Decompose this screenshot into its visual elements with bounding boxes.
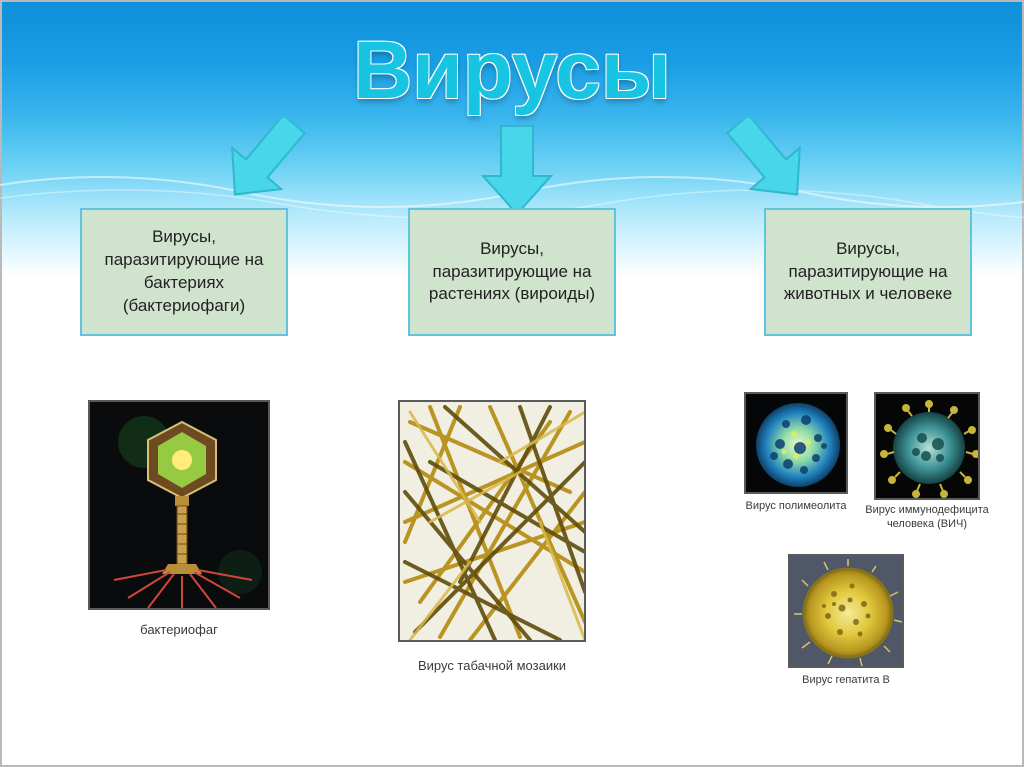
image-hiv (874, 392, 980, 500)
caption-hiv: Вирус иммунодефицита человека (ВИЧ) (842, 504, 1012, 532)
box-bacteria-text: Вирусы, паразитирующие на бактериях (бак… (92, 226, 276, 318)
caption-hepb: Вирус гепатита В (768, 674, 924, 688)
image-bacteriophage (88, 400, 270, 610)
box-animals-text: Вирусы, паразитирующие на животных и чел… (776, 238, 960, 307)
image-polio (744, 392, 848, 494)
box-plants: Вирусы, паразитирующие на растениях (вир… (408, 208, 616, 336)
image-hepb (788, 554, 904, 668)
slide-title: Вирусы (2, 24, 1022, 118)
slide-root: Вирусы Вирусы, паразитирующие на бактери… (0, 0, 1024, 767)
image-tmv (398, 400, 586, 642)
caption-tmv: Вирус табачной мозаики (372, 658, 612, 674)
box-animals: Вирусы, паразитирующие на животных и чел… (764, 208, 972, 336)
caption-bacteriophage: бактериофаг (88, 622, 270, 638)
box-plants-text: Вирусы, паразитирующие на растениях (вир… (420, 238, 604, 307)
arrow-center (472, 122, 562, 222)
box-bacteria: Вирусы, паразитирующие на бактериях (бак… (80, 208, 288, 336)
